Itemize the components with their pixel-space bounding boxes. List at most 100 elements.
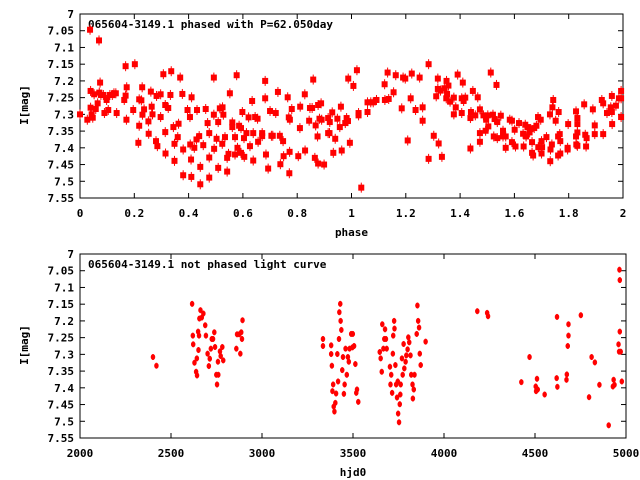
data-point (556, 129, 563, 140)
data-point (160, 69, 167, 80)
data-point (91, 89, 98, 100)
data-point (611, 376, 616, 383)
data-point (530, 150, 537, 161)
data-point (212, 329, 217, 336)
data-point (533, 120, 540, 131)
y-tick-label: 7.5 (54, 175, 74, 188)
data-point (415, 302, 420, 309)
data-point (335, 378, 341, 385)
y-tick-label: 7.5 (54, 415, 74, 428)
data-point (122, 90, 129, 101)
data-point (564, 371, 570, 378)
data-point (535, 386, 540, 393)
data-point (211, 143, 218, 154)
data-point (277, 159, 284, 170)
data-point (220, 343, 225, 351)
data-point (188, 171, 195, 182)
x-tick-label: 1.8 (559, 207, 579, 220)
data-point (402, 73, 409, 84)
data-point (339, 326, 344, 333)
data-point (393, 362, 398, 369)
data-point (206, 363, 212, 370)
data-point (153, 90, 160, 101)
data-point (617, 277, 623, 284)
data-point (523, 131, 530, 142)
data-point (237, 123, 244, 134)
data-point (232, 132, 239, 143)
data-point (419, 115, 426, 126)
data-point (171, 155, 178, 166)
data-point (385, 93, 392, 104)
y-tick-label: 7.2 (54, 315, 74, 328)
data-point (565, 119, 572, 130)
data-point (234, 345, 239, 352)
data-point (265, 163, 272, 174)
data-point (535, 142, 542, 153)
data-point (315, 158, 322, 169)
data-point (202, 322, 208, 329)
data-point (589, 353, 594, 361)
data-point (469, 85, 476, 96)
data-point (408, 352, 413, 359)
data-point (338, 145, 345, 156)
data-point (364, 97, 371, 108)
data-point (398, 391, 403, 398)
data-point (370, 97, 377, 108)
data-point (542, 391, 547, 398)
data-point (416, 72, 423, 83)
data-point (447, 96, 454, 107)
data-point (341, 390, 347, 397)
data-point (214, 381, 220, 388)
data-point (402, 365, 407, 372)
data-point (224, 166, 231, 177)
data-point (200, 140, 207, 151)
y-tick-label: 7.45 (48, 399, 75, 412)
data-point (383, 335, 389, 343)
data-point (600, 98, 607, 109)
data-point (89, 112, 96, 123)
y-tick-label: 7.1 (54, 41, 74, 54)
data-point (168, 66, 175, 77)
data-point (574, 140, 581, 151)
x-tick-label: 1 (348, 207, 355, 220)
data-point (423, 338, 428, 345)
data-point (430, 130, 437, 141)
y-tick-label: 7.25 (48, 92, 75, 105)
data-point (232, 149, 239, 160)
data-point (135, 137, 142, 148)
data-point (400, 371, 405, 378)
data-point (389, 389, 395, 396)
data-point (404, 352, 409, 359)
data-point (387, 363, 393, 370)
data-point (130, 105, 137, 116)
x-tick-label: 1.4 (450, 207, 470, 220)
data-point (381, 94, 388, 105)
data-point (123, 114, 130, 125)
data-point (397, 401, 403, 408)
y-tick-label: 7.35 (48, 365, 75, 378)
data-point (467, 107, 474, 118)
data-point (543, 132, 550, 143)
data-point (204, 118, 211, 129)
data-point (458, 108, 465, 119)
data-point (450, 92, 457, 103)
data-point (210, 109, 217, 120)
data-point (165, 103, 172, 114)
data-point (555, 383, 560, 390)
data-point (210, 335, 216, 343)
data-point (337, 309, 342, 316)
data-point (206, 152, 213, 163)
data-point (603, 108, 610, 119)
data-point (180, 144, 187, 155)
y-tick-label: 7.15 (48, 298, 75, 311)
data-point (138, 95, 145, 106)
data-point (566, 321, 571, 328)
data-point (343, 345, 348, 352)
x-tick-label: 5000 (613, 447, 640, 460)
data-point (333, 390, 339, 397)
data-point (612, 381, 617, 388)
data-point (194, 355, 200, 362)
data-point (411, 386, 417, 393)
data-point (502, 131, 509, 142)
data-point (419, 102, 426, 113)
